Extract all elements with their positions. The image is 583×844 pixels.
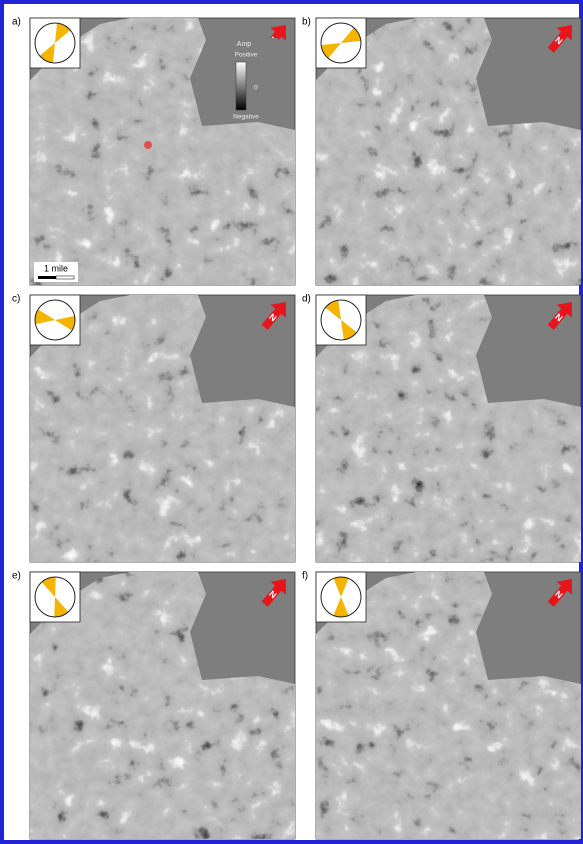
panel-label: a) — [12, 17, 21, 28]
panel-label: c) — [12, 294, 20, 305]
scale-bar-black — [38, 276, 56, 279]
legend-zero: 0 — [254, 85, 258, 92]
scale-bar-white — [56, 276, 74, 279]
legend-positive: Positive — [235, 52, 258, 59]
marker — [144, 141, 152, 149]
panel-label: e) — [12, 571, 21, 582]
legend-title: Amp — [237, 41, 252, 48]
panel-label: d) — [302, 294, 311, 305]
legend-negative: Negative — [233, 114, 259, 121]
legend-colorbar — [236, 62, 246, 110]
figure: N Amp Positive 0 Negative 1 mile a) Nb) Nc) Nd) Ne… — [0, 0, 583, 844]
panel: N — [316, 18, 581, 285]
panel-label: f) — [302, 571, 308, 582]
panel-label: b) — [302, 17, 311, 28]
panel: N — [30, 572, 295, 839]
scale-label: 1 mile — [44, 263, 68, 273]
panel: N — [30, 295, 295, 562]
panel: N — [316, 295, 581, 562]
panel: NAmpPositive0Negative1 mile — [30, 18, 295, 285]
legend-bg — [226, 38, 278, 120]
panel: N — [316, 572, 581, 839]
